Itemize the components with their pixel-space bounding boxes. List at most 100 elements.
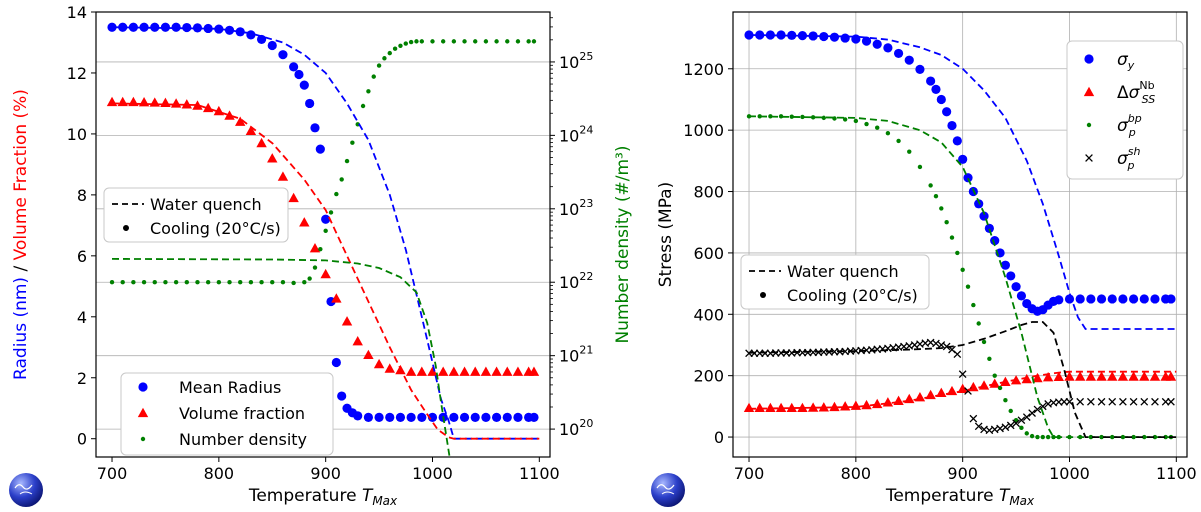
data-point xyxy=(829,32,840,42)
legend-main: Mean Radius Volume fraction Number density xyxy=(120,372,334,456)
data-point xyxy=(259,280,264,285)
data-point xyxy=(417,412,427,422)
data-point xyxy=(963,173,973,183)
series-line xyxy=(111,258,451,457)
x-axis-label: Temperature TMax xyxy=(248,486,398,508)
data-point xyxy=(256,34,267,45)
data-point xyxy=(170,98,182,108)
data-point xyxy=(971,302,976,308)
data-point xyxy=(931,84,941,94)
data-point xyxy=(789,114,794,119)
x-tick-label: 700 xyxy=(734,464,765,483)
data-point xyxy=(1053,371,1065,382)
x-tick-label: 800 xyxy=(841,464,872,483)
legend-swatch xyxy=(137,407,149,418)
data-point xyxy=(949,235,955,240)
data-point xyxy=(192,23,203,33)
data-point xyxy=(1074,371,1086,381)
data-point xyxy=(1001,423,1010,432)
label-span: sh xyxy=(1128,145,1141,158)
data-point xyxy=(1165,371,1177,381)
series-group xyxy=(743,30,1177,440)
y2-tick-label: 1025 xyxy=(559,50,593,72)
left-chart: 700 800 900 1000 110002468101214102010211022… xyxy=(11,3,633,508)
data-point xyxy=(173,280,179,285)
label-span: σ xyxy=(1117,149,1129,169)
data-point xyxy=(246,30,256,40)
data-point xyxy=(459,366,470,376)
data-point xyxy=(1019,425,1024,431)
data-point xyxy=(1087,397,1095,406)
data-point xyxy=(318,246,323,252)
data-point xyxy=(305,98,315,109)
data-point xyxy=(1119,397,1127,406)
legend-label: Water quench xyxy=(150,195,262,214)
data-point xyxy=(984,223,994,233)
data-point xyxy=(430,39,435,44)
x-tick-label: 900 xyxy=(947,464,978,483)
data-point xyxy=(786,402,797,413)
series-line xyxy=(748,370,1177,410)
data-point xyxy=(403,41,408,46)
logo-signature-stroke xyxy=(661,491,675,495)
data-point xyxy=(872,39,882,49)
data-point xyxy=(936,94,946,105)
legend-frame xyxy=(120,372,334,456)
data-point xyxy=(502,412,512,422)
series-line xyxy=(111,26,540,440)
data-point xyxy=(277,171,289,181)
x-tick-label: 900 xyxy=(310,464,341,483)
plot-frame xyxy=(732,11,1188,458)
data-point xyxy=(235,27,245,37)
data-point xyxy=(810,115,816,120)
y2-tick-label: 1023 xyxy=(559,197,593,219)
x-tick-label: 1100 xyxy=(519,464,560,483)
y-tick-label: 600 xyxy=(693,244,724,263)
data-point xyxy=(1033,405,1042,414)
data-point xyxy=(131,280,136,285)
data-point xyxy=(942,107,952,117)
label-span: Nb xyxy=(1139,79,1154,92)
label-span: 20 xyxy=(579,417,593,430)
data-point xyxy=(976,321,981,326)
data-point xyxy=(419,39,425,44)
data-point xyxy=(1128,294,1139,304)
data-point xyxy=(1129,397,1138,406)
data-point xyxy=(981,339,987,345)
data-point xyxy=(139,22,149,32)
data-point xyxy=(904,55,914,65)
data-point xyxy=(807,402,819,412)
data-point xyxy=(192,100,203,110)
data-point xyxy=(160,22,171,32)
series-line xyxy=(748,34,1177,330)
data-point xyxy=(529,412,539,422)
data-point xyxy=(1151,397,1159,406)
data-point xyxy=(1012,419,1020,428)
data-point xyxy=(491,412,502,422)
data-point xyxy=(969,414,978,423)
label-span: 10 xyxy=(559,420,579,439)
data-point xyxy=(526,39,531,44)
data-point xyxy=(299,217,310,227)
label-span: σ xyxy=(1117,50,1129,70)
data-point xyxy=(1149,371,1161,381)
data-point xyxy=(842,117,848,122)
data-point xyxy=(864,121,869,127)
data-point xyxy=(227,280,232,285)
data-point xyxy=(106,96,118,107)
data-point xyxy=(797,402,808,413)
legend-label: Cooling (20°C/s) xyxy=(150,219,281,238)
data-point xyxy=(1045,434,1051,440)
data-point xyxy=(414,39,419,44)
data-point xyxy=(850,400,862,410)
data-point xyxy=(1107,294,1117,304)
data-point xyxy=(1107,371,1118,381)
data-point xyxy=(1035,434,1040,440)
data-point xyxy=(928,183,933,188)
data-point xyxy=(480,366,492,376)
y-tick-label: 400 xyxy=(693,305,724,324)
data-point xyxy=(754,402,765,413)
logo-signature-stroke xyxy=(19,491,33,495)
data-point xyxy=(339,177,344,182)
legend-swatch xyxy=(1086,122,1092,128)
